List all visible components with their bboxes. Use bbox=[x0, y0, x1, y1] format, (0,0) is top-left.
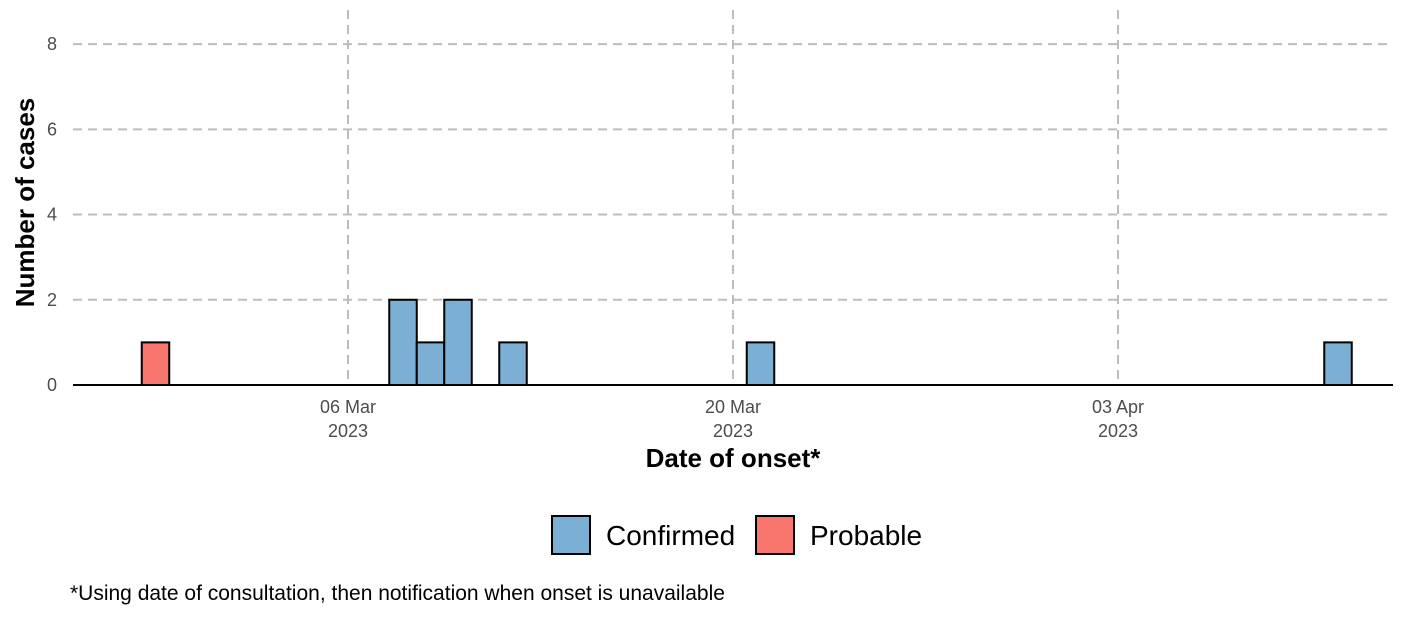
caption-note: *Using date of consultation, then notifi… bbox=[70, 582, 725, 605]
y-tick-label: 4 bbox=[47, 205, 57, 225]
bar-probable bbox=[140, 341, 171, 386]
bars bbox=[140, 298, 1353, 387]
bar-confirmed bbox=[1323, 341, 1353, 386]
legend-swatch-confirmed bbox=[551, 515, 591, 555]
legend: Confirmed Probable bbox=[551, 515, 922, 555]
legend-label-probable: Probable bbox=[810, 520, 922, 551]
y-tick-labels: 0 2 4 6 8 bbox=[47, 34, 57, 395]
x-tick-labels: 06 Mar 2023 20 Mar 2023 03 Apr 2023 bbox=[320, 397, 1144, 441]
x-axis-title: Date of onset* bbox=[646, 443, 822, 473]
bar-confirmed bbox=[745, 341, 776, 386]
y-tick-label: 2 bbox=[47, 290, 57, 310]
x-tick-label: 20 Mar 2023 bbox=[705, 397, 761, 441]
legend-label-confirmed: Confirmed bbox=[606, 520, 735, 551]
bar-confirmed bbox=[443, 298, 473, 387]
x-tick-label: 06 Mar 2023 bbox=[320, 397, 376, 441]
bar-confirmed bbox=[388, 298, 418, 387]
gridlines bbox=[73, 10, 1393, 385]
bar-confirmed bbox=[498, 341, 528, 386]
bar-confirmed bbox=[415, 341, 446, 386]
y-tick-label: 6 bbox=[47, 119, 57, 139]
x-tick-label: 03 Apr 2023 bbox=[1092, 397, 1144, 441]
legend-swatch-probable bbox=[755, 515, 795, 555]
y-axis-title: Number of cases bbox=[10, 98, 40, 308]
y-tick-label: 8 bbox=[47, 34, 57, 54]
y-tick-label: 0 bbox=[47, 375, 57, 395]
